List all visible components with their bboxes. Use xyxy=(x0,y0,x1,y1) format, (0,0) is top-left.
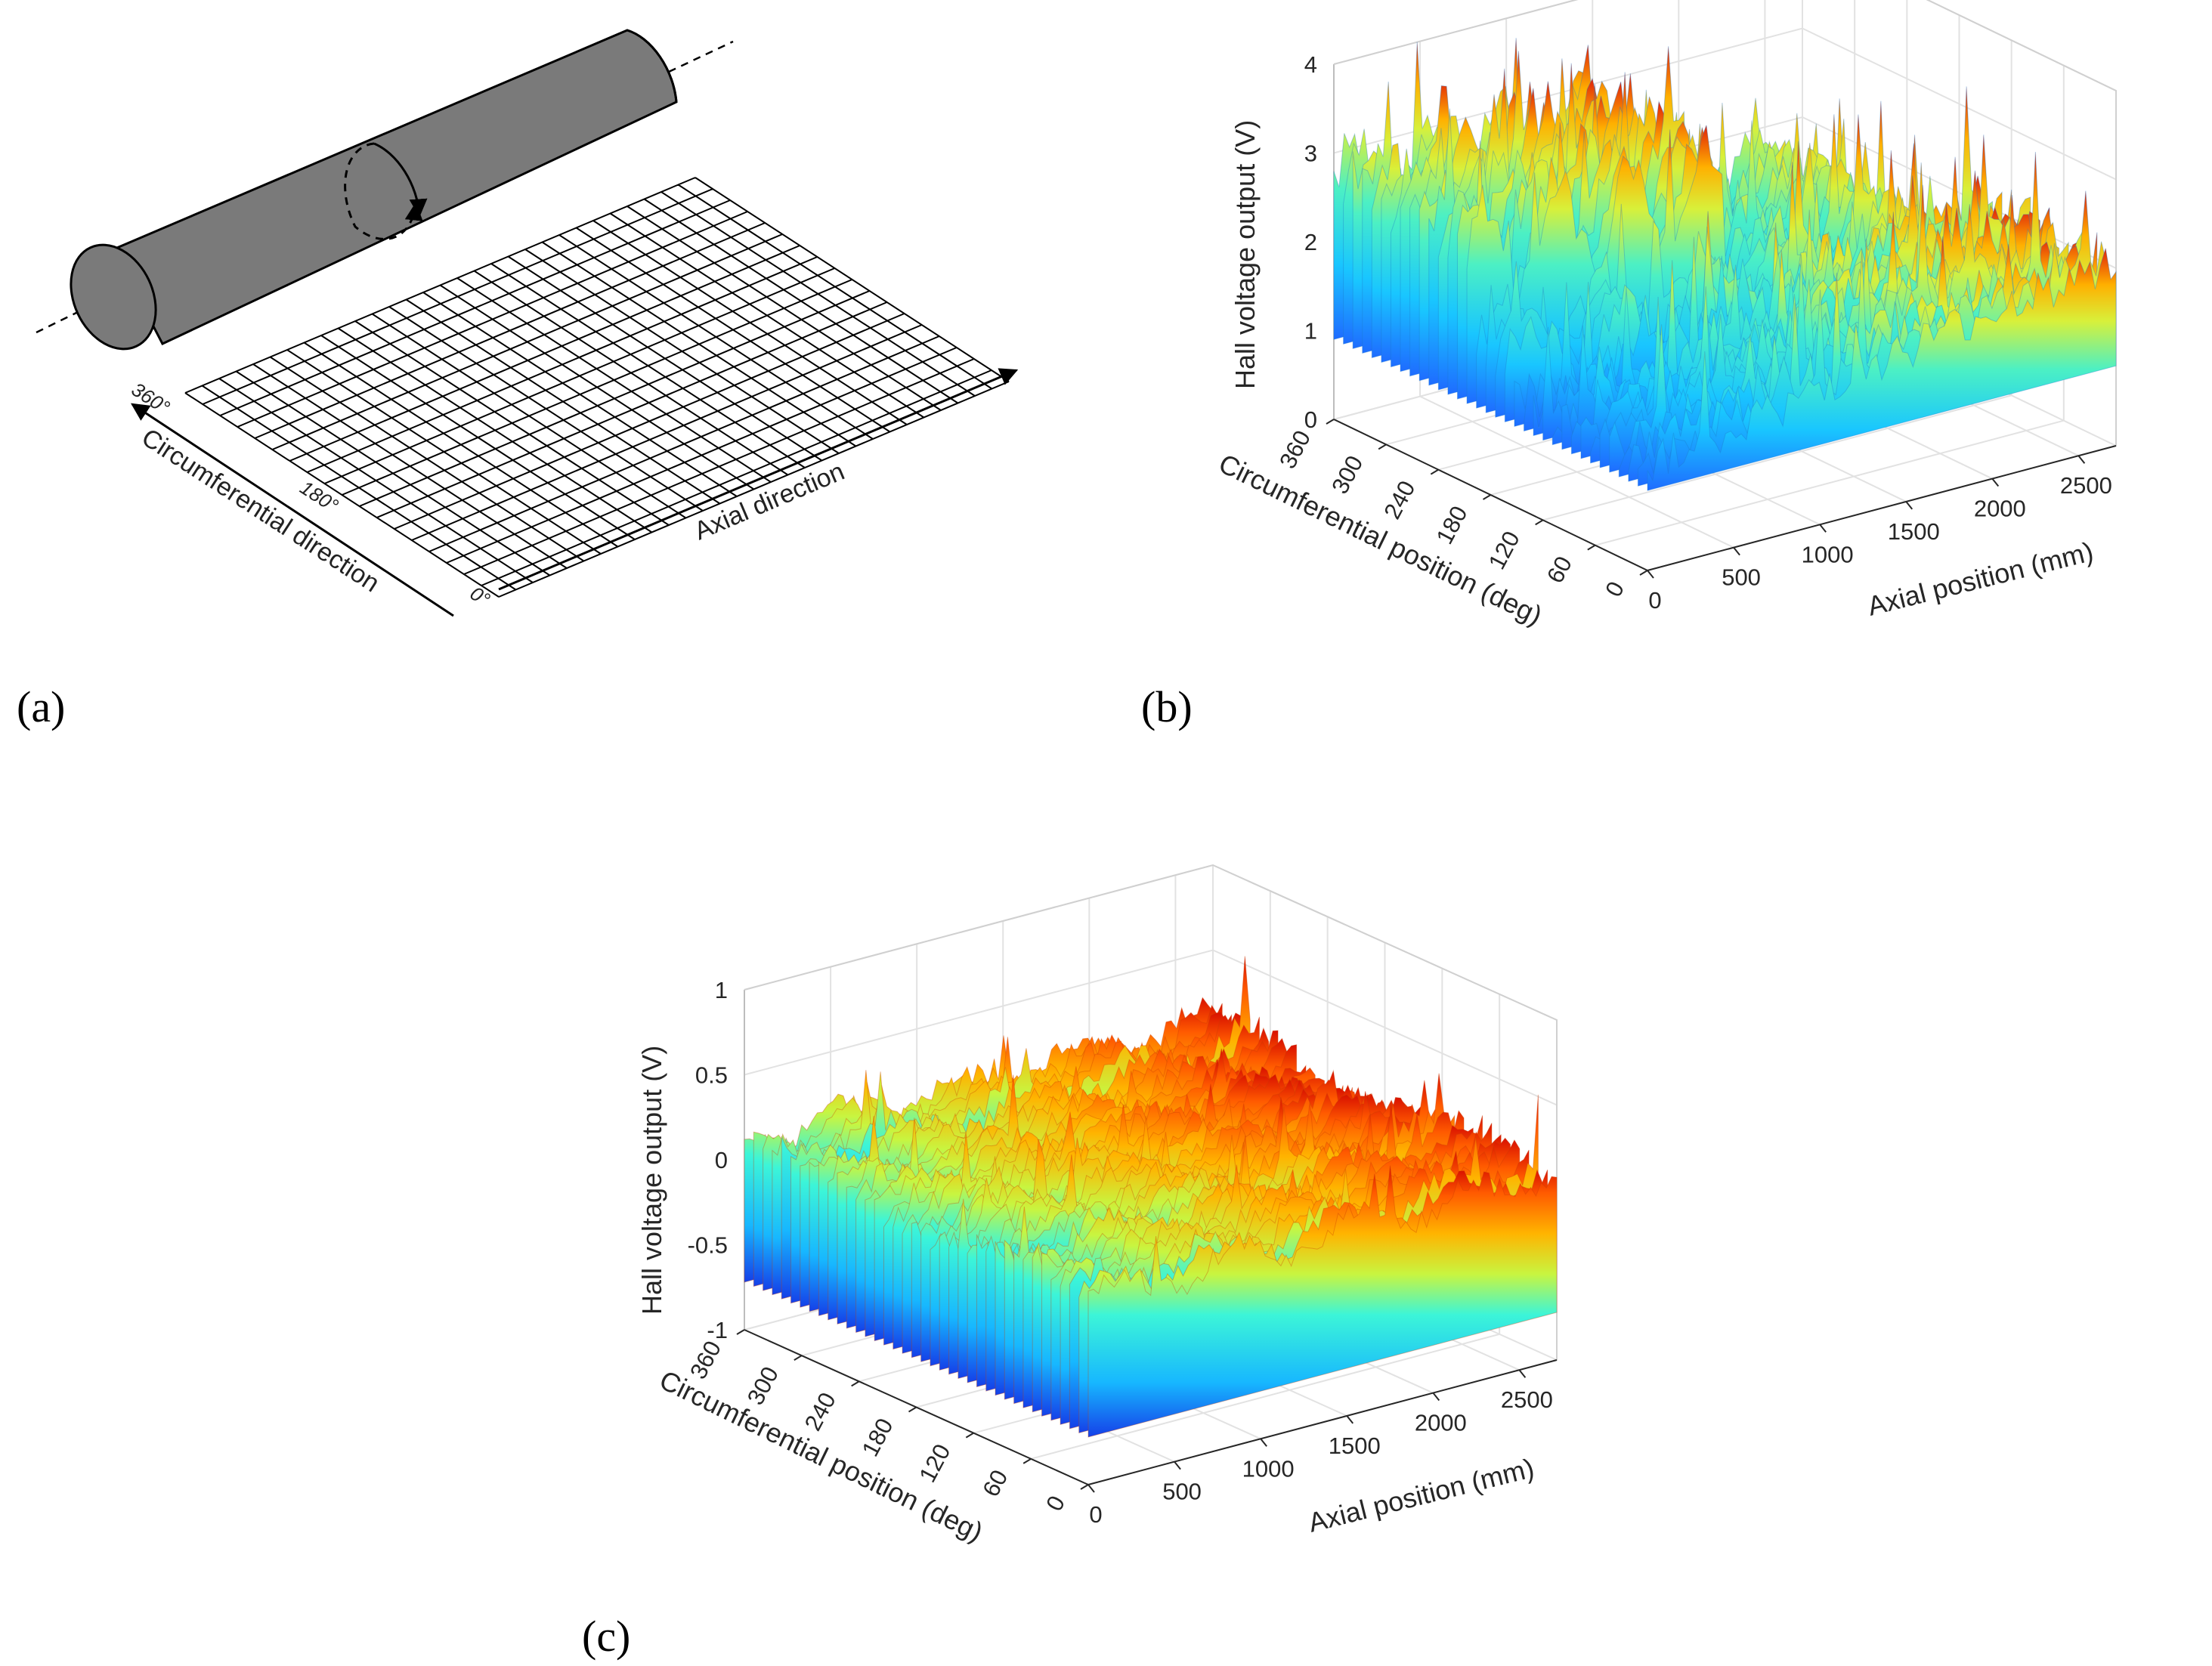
x-tick-label: 500 xyxy=(1162,1479,1202,1505)
z-tick-label: 0 xyxy=(1304,406,1317,433)
x-tick-mark xyxy=(1647,570,1654,579)
surface-ridge xyxy=(1087,1165,1558,1438)
panel-a-label: (a) xyxy=(17,682,65,731)
x-tick-label: 1500 xyxy=(1329,1433,1381,1459)
z-tick-label: 3 xyxy=(1304,141,1317,167)
y-tick-label: 240 xyxy=(1378,477,1420,524)
x-tick-mark xyxy=(1432,1392,1440,1402)
z-tick-label: 1 xyxy=(1304,318,1317,345)
grid-line xyxy=(1595,65,2065,546)
x-tick-mark xyxy=(1518,1369,1527,1378)
z-tick-label: 0.5 xyxy=(695,1062,728,1089)
y-tick-label: 180 xyxy=(856,1414,898,1460)
cylinder-end-cap xyxy=(70,243,157,351)
panel-b-surface xyxy=(1333,38,2117,491)
y-tick-label: 360 xyxy=(1274,426,1316,473)
surface-ridge xyxy=(1524,86,1994,432)
y-tick-mark xyxy=(1326,419,1335,425)
y-tick-mark xyxy=(1639,570,1648,576)
grid-line xyxy=(1333,0,2117,91)
y-tick-label: 0 xyxy=(1600,577,1629,601)
y-tick-mark xyxy=(1378,444,1387,450)
y-tick-mark xyxy=(965,1432,974,1439)
x-tick-label: 1000 xyxy=(1242,1455,1295,1482)
x-tick-mark xyxy=(1087,1484,1095,1493)
x-tick-label: 0 xyxy=(1089,1501,1102,1528)
x-tick-mark xyxy=(1819,524,1827,533)
y-tick-mark xyxy=(1587,544,1596,551)
circumferential-direction-label: Circumferential direction xyxy=(137,423,385,598)
y-tick-mark xyxy=(1482,494,1492,500)
y-tick-label: 180 xyxy=(1431,502,1472,549)
panel-c-surface xyxy=(744,956,1558,1438)
y-tick-label: 120 xyxy=(1483,527,1525,573)
z-tick-label: 1 xyxy=(715,977,728,1003)
axial-direction-label: Axial direction xyxy=(690,457,849,546)
z-tick-label: 4 xyxy=(1304,51,1317,78)
x-axis-line xyxy=(1087,1359,1558,1485)
x-tick-mark xyxy=(1991,478,2000,487)
x-tick-mark xyxy=(2077,455,2086,464)
y-tick-label: 0 xyxy=(1041,1491,1070,1516)
angle-180-label: 180° xyxy=(296,476,342,517)
y-tick-mark xyxy=(1022,1457,1032,1464)
x-tick-label: 1500 xyxy=(1888,518,1940,545)
panel-a-diagram: Circumferential direction Axial directio… xyxy=(36,29,1019,617)
panel-c-zlabel: Hall voltage output (V) xyxy=(636,1046,667,1315)
y-tick-mark xyxy=(794,1355,803,1362)
x-tick-mark xyxy=(1174,1461,1181,1470)
x-tick-label: 2000 xyxy=(1415,1410,1467,1436)
y-tick-label: 240 xyxy=(800,1388,841,1435)
panel-b-zlabel: Hall voltage output (V) xyxy=(1230,120,1261,389)
angle-360-label: 360° xyxy=(128,378,174,419)
panel-b-label: (b) xyxy=(1141,682,1193,731)
angle-0-label: 0° xyxy=(466,582,494,611)
x-tick-mark xyxy=(1346,1415,1354,1424)
y-tick-label: 300 xyxy=(1326,451,1368,498)
panel-c-label: (c) xyxy=(582,1612,630,1661)
grid-line xyxy=(744,864,1558,1021)
z-tick-label: -1 xyxy=(707,1317,728,1343)
x-tick-label: 1000 xyxy=(1802,541,1854,567)
y-tick-label: 120 xyxy=(914,1440,955,1487)
panel-b-chart: 0 1 2 3 4 0 500 1000 1500 2000 2500 0 60 120 180 240300… xyxy=(1214,0,2117,631)
y-tick-mark xyxy=(1080,1484,1089,1490)
axis-dash-right xyxy=(668,40,734,73)
panel-c-chart: -1 -0.5 0 0.5 1 0 500 1000 1500 2000 2500 0 60 120 180… xyxy=(636,864,1558,1547)
grid-line xyxy=(1030,994,1501,1460)
y-tick-label: 60 xyxy=(1542,552,1577,588)
x-tick-mark xyxy=(1733,547,1740,556)
panel-c-xlabel: Axial position (mm) xyxy=(1305,1452,1537,1538)
y-tick-mark xyxy=(736,1329,745,1335)
y-tick-mark xyxy=(1535,519,1544,526)
panel-b-xlabel: Axial position (mm) xyxy=(1864,536,2096,622)
unrolled-grid xyxy=(184,177,1010,598)
x-tick-label: 2500 xyxy=(1501,1386,1553,1413)
axis-edge xyxy=(1333,0,2117,446)
grid-line xyxy=(1542,40,2012,521)
z-tick-label: 0 xyxy=(715,1147,728,1173)
x-tick-label: 2000 xyxy=(1974,496,2026,522)
x-tick-label: 2500 xyxy=(2060,472,2112,499)
x-tick-label: 500 xyxy=(1722,564,1761,591)
y-tick-mark xyxy=(851,1380,860,1387)
y-tick-label: 60 xyxy=(977,1466,1013,1501)
z-tick-label: -0.5 xyxy=(688,1232,728,1259)
x-tick-mark xyxy=(1905,501,1913,510)
y-tick-mark xyxy=(1430,468,1439,475)
x-axis-line xyxy=(1647,445,2117,571)
x-tick-label: 0 xyxy=(1648,587,1661,614)
surface-ridge xyxy=(1647,248,2117,491)
axial-arrow xyxy=(498,368,1019,591)
z-tick-label: 2 xyxy=(1304,229,1317,255)
circumferential-arrow xyxy=(130,403,454,617)
x-tick-mark xyxy=(1260,1438,1267,1447)
grid-lines xyxy=(184,177,1010,598)
y-tick-mark xyxy=(908,1406,917,1413)
